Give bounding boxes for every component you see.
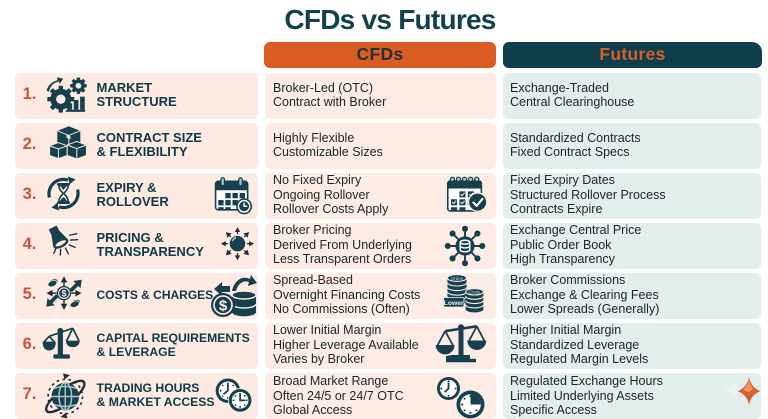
svg-text:Costs: Costs [469,290,480,295]
svg-text:$: $ [61,288,66,298]
svg-text:$: $ [219,298,228,315]
svg-text:Lower: Lower [444,300,464,307]
svg-text:Online: Online [451,276,464,281]
